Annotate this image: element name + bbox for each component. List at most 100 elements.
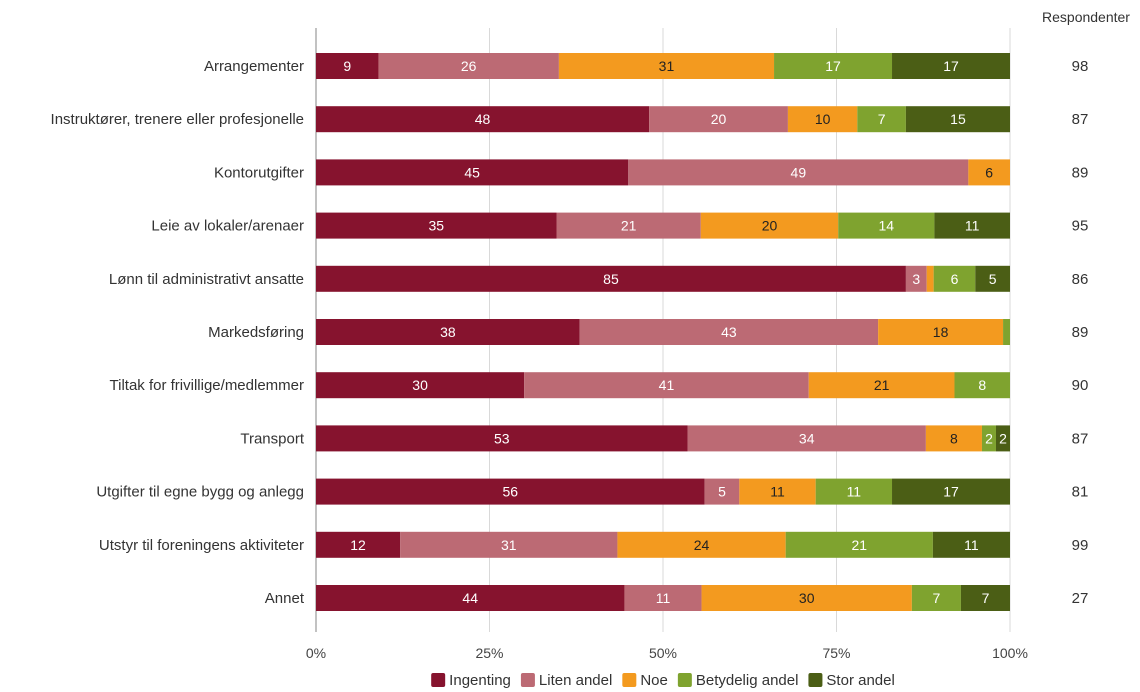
respondent-count: 87 bbox=[1072, 430, 1089, 447]
data-label: 30 bbox=[799, 590, 815, 606]
legend-swatch bbox=[808, 673, 823, 687]
x-tick-label: 100% bbox=[992, 645, 1028, 661]
bar-segment-liten-andel bbox=[624, 585, 702, 611]
bar-segment-betydelig-andel bbox=[954, 372, 1010, 399]
data-label: 26 bbox=[461, 58, 477, 74]
data-label: 18 bbox=[933, 324, 949, 340]
x-tick-label: 0% bbox=[306, 645, 326, 661]
legend-item-noe: Noe bbox=[622, 672, 668, 689]
legend-swatch bbox=[520, 673, 535, 687]
bar-segment-stor-andel bbox=[975, 265, 1010, 292]
data-label: 43 bbox=[721, 324, 737, 340]
category-label: Markedsføring bbox=[208, 324, 304, 341]
category-label: Tiltak for frivillige/medlemmer bbox=[110, 377, 304, 394]
respondent-count: 90 bbox=[1072, 377, 1089, 394]
bar-segment-ingenting bbox=[316, 106, 650, 133]
category-label: Transport bbox=[240, 430, 304, 447]
data-label: 8 bbox=[950, 430, 958, 446]
bar-segment-ingenting bbox=[316, 531, 401, 558]
legend-label: Liten andel bbox=[539, 672, 612, 689]
bar-segment-betydelig-andel bbox=[838, 212, 935, 239]
respondent-count: 98 bbox=[1072, 58, 1089, 75]
bar-segment-ingenting bbox=[316, 372, 525, 399]
bar-segment-ingenting bbox=[316, 159, 629, 186]
legend-item-liten-andel: Liten andel bbox=[520, 672, 612, 689]
legend-label: Noe bbox=[640, 672, 668, 689]
bar-segment-liten-andel bbox=[687, 425, 926, 452]
respondent-count: 81 bbox=[1072, 484, 1089, 501]
respondent-count: 86 bbox=[1072, 271, 1089, 288]
bar-segment-ingenting bbox=[316, 212, 557, 239]
legend-swatch bbox=[431, 673, 446, 687]
legend-label: Ingenting bbox=[449, 672, 511, 689]
data-label: 21 bbox=[621, 218, 637, 234]
legend-item-ingenting: Ingenting bbox=[431, 672, 511, 689]
category-label: Arrangementer bbox=[204, 58, 304, 75]
axis-layer: 0% 25% 50% 75% 100% Respondenter bbox=[306, 9, 1130, 661]
data-label: 15 bbox=[950, 111, 966, 127]
bars-layer bbox=[316, 53, 1010, 611]
bar-segment-betydelig-andel bbox=[815, 478, 893, 505]
category-label: Kontorutgifter bbox=[214, 164, 304, 181]
bar-segment-betydelig-andel bbox=[981, 425, 996, 452]
data-label: 30 bbox=[412, 377, 428, 393]
data-label: 6 bbox=[951, 271, 959, 287]
data-label: 20 bbox=[711, 111, 727, 127]
bar-segment-betydelig-andel bbox=[774, 53, 893, 79]
data-label: 2 bbox=[985, 430, 993, 446]
legend: Ingenting Liten andel Noe Betydelig andel St… bbox=[431, 672, 895, 689]
respondent-count: 95 bbox=[1072, 218, 1089, 235]
x-tick-label: 50% bbox=[649, 645, 677, 661]
bar-segment-noe bbox=[925, 425, 982, 452]
category-label: Lønn til administrativt ansatte bbox=[109, 271, 304, 288]
legend-swatch bbox=[677, 673, 692, 687]
data-label: 7 bbox=[982, 590, 990, 606]
data-label: 12 bbox=[350, 537, 366, 553]
bar-segment-noe bbox=[878, 319, 1004, 345]
legend-item-stor-andel: Stor andel bbox=[808, 672, 895, 689]
data-label: 8 bbox=[978, 377, 986, 393]
data-label: 5 bbox=[718, 484, 726, 500]
bar-segment-noe bbox=[968, 159, 1010, 186]
bar-segment-liten-andel bbox=[579, 319, 879, 345]
category-label: Utgifter til egne bygg og anlegg bbox=[96, 484, 304, 501]
data-label: 44 bbox=[462, 590, 478, 606]
data-label: 17 bbox=[825, 58, 841, 74]
bar-segment-noe bbox=[739, 478, 816, 505]
data-label: 21 bbox=[851, 537, 867, 553]
x-tick-label: 75% bbox=[822, 645, 850, 661]
bar-segment-liten-andel bbox=[524, 372, 809, 399]
bar-segment-liten-andel bbox=[378, 53, 559, 79]
bar-segment-ingenting bbox=[316, 585, 625, 611]
bar-segment-betydelig-andel bbox=[857, 106, 906, 133]
bar-segment-liten-andel bbox=[704, 478, 740, 505]
data-label: 9 bbox=[343, 58, 351, 74]
data-label: 24 bbox=[694, 537, 710, 553]
respondent-count: 99 bbox=[1072, 537, 1089, 554]
category-label: Utstyr til foreningens aktiviteter bbox=[99, 537, 304, 554]
data-label: 11 bbox=[656, 590, 671, 606]
data-label: 14 bbox=[879, 218, 895, 234]
bar-segment-noe bbox=[808, 372, 955, 399]
bar-segment-ingenting bbox=[316, 425, 688, 452]
data-label: 45 bbox=[464, 164, 480, 180]
bar-segment-noe bbox=[700, 212, 839, 239]
data-label: 3 bbox=[912, 271, 920, 287]
category-label: Annet bbox=[265, 590, 305, 607]
bar-segment-noe bbox=[617, 531, 786, 558]
respondent-count: 27 bbox=[1072, 590, 1089, 607]
data-label: 38 bbox=[440, 324, 456, 340]
data-label: 31 bbox=[659, 58, 675, 74]
bar-segment-noe bbox=[558, 53, 775, 79]
bar-segment-betydelig-andel bbox=[785, 531, 933, 558]
respondent-count: 89 bbox=[1072, 324, 1089, 341]
category-label: Instruktører, trenere eller profesjonell… bbox=[51, 111, 304, 128]
bar-segment-liten-andel bbox=[556, 212, 701, 239]
data-label: 20 bbox=[762, 218, 778, 234]
data-label: 56 bbox=[503, 484, 519, 500]
data-label: 48 bbox=[475, 111, 491, 127]
data-label: 5 bbox=[989, 271, 997, 287]
data-label: 11 bbox=[770, 484, 785, 500]
x-tick-label: 25% bbox=[475, 645, 503, 661]
